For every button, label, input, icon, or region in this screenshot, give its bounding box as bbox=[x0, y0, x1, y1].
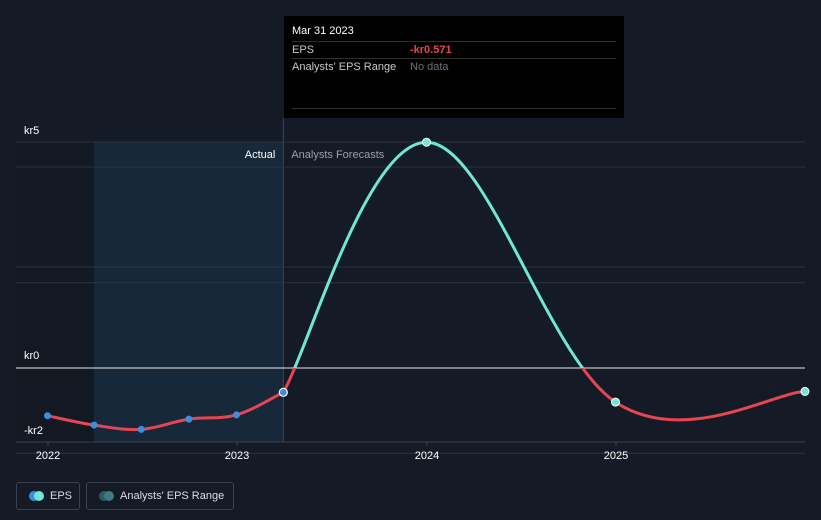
forecast-region-label: Analysts Forecasts bbox=[291, 149, 384, 161]
eps-forecast-point bbox=[610, 397, 620, 407]
tooltip-eps-value: -kr0.571 bbox=[410, 44, 452, 56]
legend-eps[interactable]: EPS bbox=[16, 482, 80, 510]
y-tick-label: kr0 bbox=[24, 350, 39, 362]
eps-actual-point bbox=[90, 421, 98, 429]
eps-actual-line bbox=[45, 390, 285, 432]
x-tick-label: 2022 bbox=[36, 450, 60, 462]
legend-eps-label: EPS bbox=[50, 490, 73, 502]
eps-actual-point bbox=[232, 411, 240, 419]
actual-region-label: Actual bbox=[245, 149, 276, 161]
y-tick-label: -kr2 bbox=[24, 425, 43, 437]
tooltip: Mar 31 2023 EPS -kr0.571 Analysts' EPS R… bbox=[284, 16, 624, 118]
x-tick-label: 2024 bbox=[415, 450, 439, 462]
tooltip-range-row: Analysts' EPS Range No data bbox=[292, 58, 616, 76]
tooltip-eps-row: EPS -kr0.571 bbox=[292, 41, 616, 59]
eps-forecast-line bbox=[293, 140, 585, 368]
eps-actual-point bbox=[43, 412, 51, 420]
eps-actual-point bbox=[185, 415, 193, 423]
y-tick-label: kr5 bbox=[24, 125, 39, 137]
legend-range-label: Analysts' EPS Range bbox=[120, 490, 225, 502]
tooltip-eps-label: EPS bbox=[292, 44, 315, 56]
eps-actual-point bbox=[137, 425, 145, 433]
eps-forecast-point bbox=[800, 386, 810, 396]
eps-forecast-point bbox=[421, 137, 431, 147]
actual-region bbox=[94, 142, 284, 442]
eps-forecast-dot-icon bbox=[34, 491, 44, 501]
pre-actual-region bbox=[16, 142, 95, 442]
range-dot-2-icon bbox=[104, 491, 114, 501]
eps-forecast-line-negative bbox=[282, 368, 806, 422]
tooltip-range-label: Analysts' EPS Range bbox=[292, 61, 397, 73]
x-tick-label: 2025 bbox=[604, 450, 628, 462]
tooltip-divider bbox=[292, 108, 616, 109]
tooltip-date: Mar 31 2023 bbox=[292, 25, 354, 37]
legend-eps-range[interactable]: Analysts' EPS Range bbox=[86, 482, 234, 510]
eps-actual-point bbox=[278, 387, 288, 397]
x-tick-label: 2023 bbox=[225, 450, 249, 462]
tooltip-range-value: No data bbox=[410, 61, 449, 73]
